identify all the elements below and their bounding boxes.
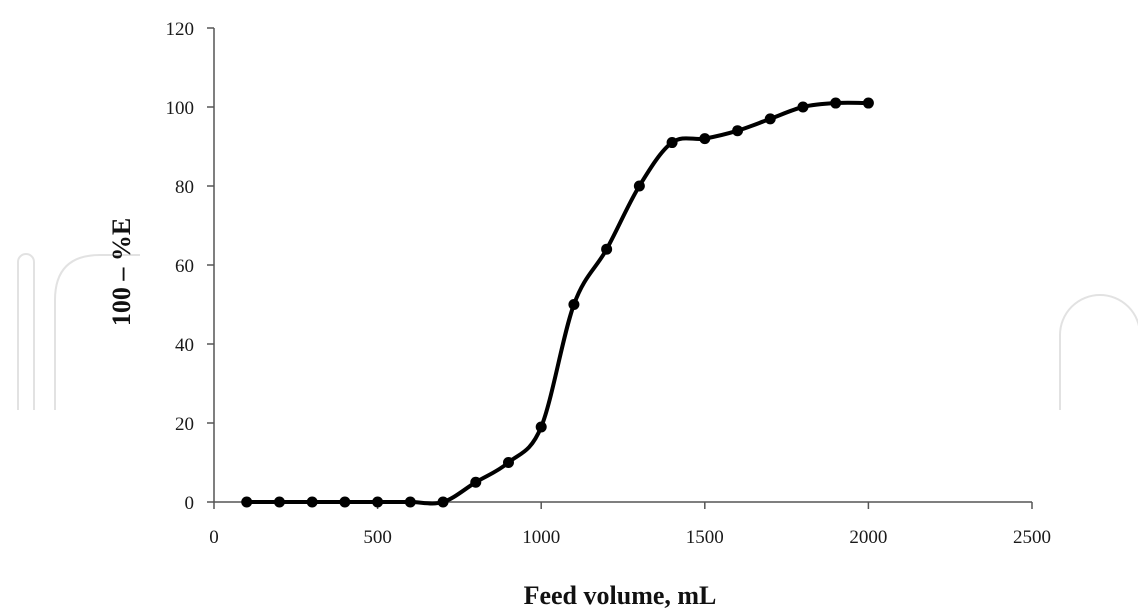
- x-axis-tick-labels: 0 500 1000 1500 2000 2500: [209, 527, 1051, 548]
- y-tick-label: 120: [166, 19, 195, 40]
- data-point: [404, 496, 416, 508]
- data-point: [535, 421, 547, 433]
- y-axis-ticks: [207, 27, 214, 503]
- data-point: [273, 496, 285, 508]
- data-point: [732, 125, 744, 137]
- data-point: [601, 243, 613, 255]
- x-tick-label: 0: [209, 527, 219, 548]
- series-points: [241, 97, 874, 508]
- y-tick-label: 80: [175, 177, 194, 198]
- x-tick-label: 1000: [522, 527, 560, 548]
- data-point: [633, 180, 645, 192]
- data-point: [764, 113, 776, 125]
- data-point: [241, 496, 253, 508]
- x-tick-label: 2500: [1013, 527, 1051, 548]
- x-tick-label: 1500: [686, 527, 724, 548]
- x-tick-label: 2000: [849, 527, 887, 548]
- watermark-logo: [17, 253, 1138, 410]
- data-point: [372, 496, 384, 508]
- data-point: [699, 133, 711, 145]
- y-tick-label: 0: [185, 493, 195, 514]
- series-line: [244, 100, 871, 506]
- y-axis-title: 100 – %E: [107, 218, 136, 326]
- data-point: [339, 496, 351, 508]
- axes: [213, 28, 1032, 503]
- data-point: [306, 496, 318, 508]
- y-tick-label: 40: [175, 335, 194, 356]
- y-tick-label: 100: [166, 98, 195, 119]
- x-axis-title: Feed volume, mL: [524, 581, 717, 610]
- data-point: [797, 101, 809, 113]
- data-point: [862, 97, 874, 109]
- x-tick-label: 500: [363, 527, 392, 548]
- data-point: [666, 137, 678, 149]
- data-point: [830, 97, 842, 109]
- y-tick-label: 60: [175, 256, 194, 277]
- data-point: [437, 496, 449, 508]
- y-tick-label: 20: [175, 414, 194, 435]
- data-point: [470, 476, 482, 488]
- y-axis-tick-labels: 0 20 40 60 80 100 120: [166, 19, 195, 514]
- data-point: [568, 299, 580, 310]
- data-point: [502, 457, 514, 468]
